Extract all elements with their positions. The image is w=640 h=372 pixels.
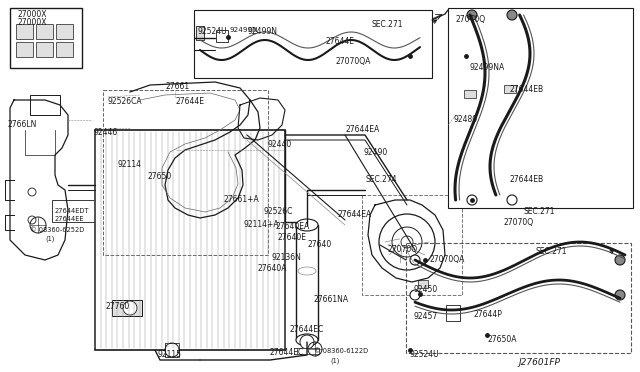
Bar [362, 195, 462, 295]
Bar [297, 348, 319, 354]
Bar [194, 10, 432, 78]
Text: SEC.274: SEC.274 [366, 175, 397, 184]
Text: 27070QA: 27070QA [336, 57, 371, 66]
Text: 27640E: 27640E [278, 233, 307, 242]
Text: 27661NA: 27661NA [314, 295, 349, 304]
Text: 27000X: 27000X [18, 18, 47, 27]
Bar [446, 305, 460, 321]
Text: 92490: 92490 [363, 148, 387, 157]
Text: 27644EB: 27644EB [510, 175, 544, 184]
Text: 27650: 27650 [148, 172, 172, 181]
Circle shape [410, 290, 420, 300]
Text: 92115: 92115 [158, 350, 182, 359]
Text: 27644P: 27644P [474, 310, 503, 319]
Bar [56, 24, 73, 39]
Bar [16, 24, 33, 39]
Ellipse shape [296, 334, 318, 346]
Text: 27644EE: 27644EE [55, 216, 84, 222]
Text: (1): (1) [45, 236, 54, 243]
Bar [95, 130, 285, 350]
Circle shape [28, 188, 36, 196]
Text: 27000X: 27000X [18, 10, 47, 19]
Bar [165, 343, 179, 357]
Bar [196, 26, 204, 40]
Bar [36, 24, 53, 39]
Text: SEC.271: SEC.271 [536, 247, 568, 256]
Text: © 08360-6252D: © 08360-6252D [30, 227, 84, 233]
Text: 27644E: 27644E [176, 97, 205, 106]
Bar [504, 85, 516, 93]
Bar [448, 8, 633, 208]
Text: 27644EA: 27644EA [338, 210, 372, 219]
Text: 92524U: 92524U [410, 350, 440, 359]
Text: 92136N: 92136N [271, 253, 301, 262]
Text: 27650A: 27650A [487, 335, 516, 344]
Circle shape [300, 335, 314, 349]
Text: J27601FP: J27601FP [518, 358, 560, 367]
Text: 2766LN: 2766LN [8, 120, 37, 129]
Circle shape [507, 195, 517, 205]
Text: 27644EA: 27644EA [345, 125, 380, 134]
Bar [112, 300, 142, 316]
Text: 27644E: 27644E [325, 37, 354, 46]
Text: SEC.271: SEC.271 [372, 20, 403, 29]
Text: 92114+A: 92114+A [243, 220, 278, 229]
Text: 92499N: 92499N [247, 27, 277, 36]
Circle shape [615, 290, 625, 300]
Text: 92524U: 92524U [197, 27, 227, 36]
Text: 27644EB: 27644EB [510, 85, 544, 94]
Text: (1): (1) [330, 358, 339, 365]
Bar [216, 30, 228, 42]
Bar [103, 90, 268, 255]
Text: 92457: 92457 [413, 312, 437, 321]
Text: 27070QA: 27070QA [430, 255, 465, 264]
Text: 27070Q: 27070Q [388, 245, 418, 254]
Text: 92480: 92480 [453, 115, 477, 124]
Text: 27760: 27760 [105, 302, 129, 311]
Circle shape [392, 227, 422, 257]
Circle shape [467, 195, 477, 205]
Bar [56, 42, 73, 57]
Text: © 08360-6122D: © 08360-6122D [314, 348, 368, 354]
Circle shape [615, 255, 625, 265]
Text: 27644EC: 27644EC [290, 325, 324, 334]
Text: 92450: 92450 [414, 285, 438, 294]
Text: SEC.271: SEC.271 [523, 207, 554, 216]
Circle shape [165, 343, 179, 357]
Text: 92526CA: 92526CA [108, 97, 143, 106]
Text: 27070Q: 27070Q [503, 218, 533, 227]
Circle shape [507, 10, 517, 20]
Circle shape [123, 301, 137, 315]
Ellipse shape [296, 219, 318, 231]
Bar [16, 42, 33, 57]
Text: 92499N: 92499N [230, 27, 259, 33]
Bar [418, 280, 428, 288]
Circle shape [379, 214, 435, 270]
Circle shape [401, 236, 413, 248]
Bar [406, 243, 631, 353]
Text: 27640EA: 27640EA [276, 222, 310, 231]
Text: 27640A: 27640A [258, 264, 287, 273]
Bar [30, 95, 60, 115]
Text: 27661+A: 27661+A [224, 195, 260, 204]
Text: 92526C: 92526C [264, 207, 293, 216]
Bar [10, 8, 82, 68]
Circle shape [467, 10, 477, 20]
Text: 92446: 92446 [94, 128, 118, 137]
Bar [52, 200, 107, 222]
Text: 92114: 92114 [117, 160, 141, 169]
Text: 92440: 92440 [268, 140, 292, 149]
Circle shape [410, 255, 420, 265]
Text: 27661: 27661 [165, 82, 189, 91]
Text: 27640: 27640 [308, 240, 332, 249]
Circle shape [28, 216, 36, 224]
Text: 27644EDT: 27644EDT [55, 208, 90, 214]
Text: 92499NA: 92499NA [470, 63, 505, 72]
Text: 27070Q: 27070Q [456, 15, 486, 24]
Bar [36, 42, 53, 57]
Text: 27644EC: 27644EC [270, 348, 304, 357]
Bar [296, 225, 318, 340]
Bar [464, 90, 476, 98]
